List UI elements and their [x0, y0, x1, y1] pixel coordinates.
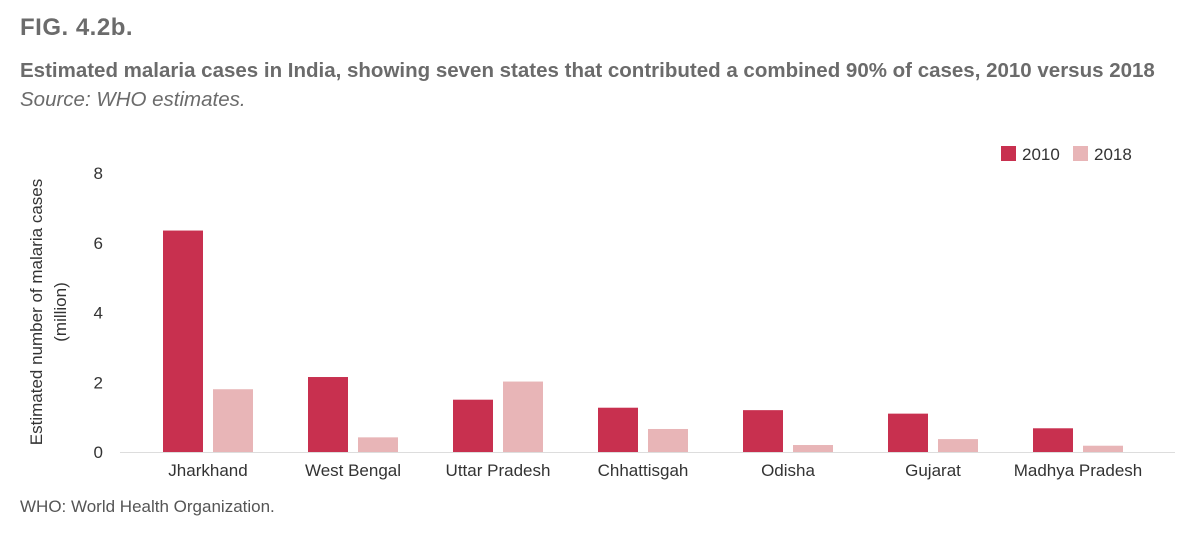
legend-label-2018: 2018 [1094, 145, 1132, 164]
bar-2010-jharkhand [163, 230, 203, 452]
bar-2010-chhattisgah [598, 407, 638, 452]
x-tick-label: Chhattisgah [598, 461, 689, 480]
y-axis-label-line: Estimated number of malaria cases [27, 179, 46, 445]
footnote: WHO: World Health Organization. [20, 497, 275, 516]
bar-2018-gujarat [938, 439, 978, 452]
legend-swatch-2010 [1001, 146, 1016, 161]
bar-2018-madhya-pradesh [1083, 445, 1123, 452]
x-tick-label: West Bengal [305, 461, 401, 480]
y-tick-label: 4 [94, 304, 103, 323]
bar-2018-west-bengal [358, 437, 398, 452]
x-tick-label: Uttar Pradesh [446, 461, 551, 480]
x-tick-label: Jharkhand [168, 461, 247, 480]
x-tick-label: Odisha [761, 461, 815, 480]
y-tick-label: 0 [94, 443, 103, 462]
bar-2018-chhattisgah [648, 428, 688, 452]
bar-2010-uttar-pradesh [453, 399, 493, 452]
figure-label: FIG. 4.2b. [20, 14, 134, 41]
x-tick-label: Gujarat [905, 461, 961, 480]
legend-swatch-2018 [1073, 146, 1088, 161]
legend-label-2010: 2010 [1022, 145, 1060, 164]
bar-2010-odisha [743, 410, 783, 452]
bar-2018-odisha [793, 445, 833, 452]
bar-2010-gujarat [888, 413, 928, 452]
chart-title-text: Estimated malaria cases in India, showin… [20, 59, 1155, 82]
chart-title: Estimated malaria cases in India, showin… [20, 56, 1190, 114]
y-tick-label: 6 [94, 234, 103, 253]
x-tick-label: Madhya Pradesh [1014, 461, 1143, 480]
y-axis-label-line: (million) [51, 282, 70, 342]
bar-2018-jharkhand [213, 389, 253, 452]
y-tick-label: 2 [94, 373, 103, 392]
bar-2010-west-bengal [308, 377, 348, 452]
bar-2018-uttar-pradesh [503, 381, 543, 452]
bar-2010-madhya-pradesh [1033, 428, 1073, 452]
chart-source: Source: WHO estimates. [20, 88, 246, 111]
y-tick-label: 8 [94, 164, 103, 183]
y-axis-label: Estimated number of malaria cases (millio… [27, 179, 70, 445]
